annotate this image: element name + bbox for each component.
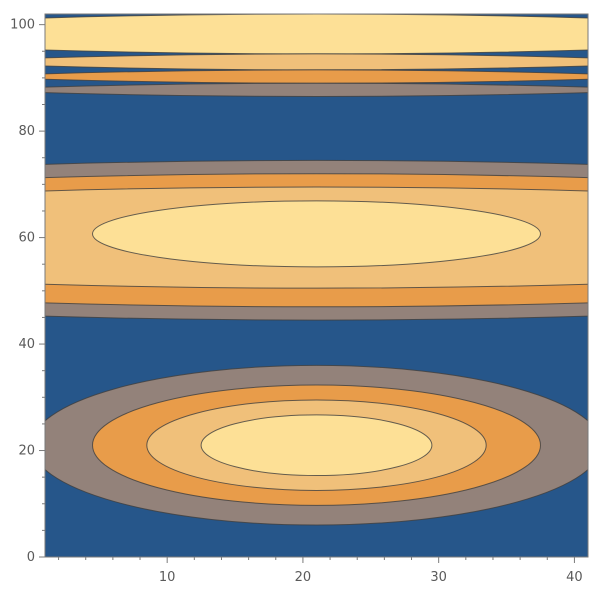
contour-island: [92, 200, 541, 268]
plot-frame: [44, 13, 589, 558]
plot-border: [44, 13, 589, 558]
contour-island: [200, 414, 433, 477]
contour-band: [45, 82, 588, 98]
x-tick-label: 10: [159, 570, 176, 585]
contour-band: [45, 53, 588, 71]
y-tick-label: 100: [10, 18, 35, 33]
y-tick-label: 40: [18, 337, 35, 352]
y-tick-label: 20: [18, 444, 35, 459]
y-tick-label: 80: [18, 124, 35, 139]
x-tick-label: 30: [430, 570, 447, 585]
plot-area: [45, 14, 588, 557]
x-tick-label: 20: [295, 570, 312, 585]
axes: 10 20 30 40 0 20 40 60 80 100: [10, 18, 583, 585]
y-tick-label: 60: [18, 231, 35, 246]
contour-band: [45, 69, 588, 84]
y-tick-label: 0: [27, 550, 35, 565]
x-tick-label: 40: [566, 570, 583, 585]
contour-band: [45, 14, 588, 55]
